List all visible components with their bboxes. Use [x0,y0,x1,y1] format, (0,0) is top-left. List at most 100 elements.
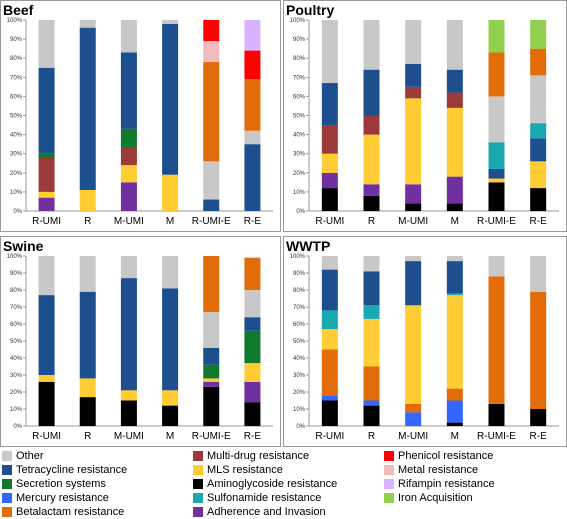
bar-segment [363,195,380,211]
bar-segment [203,312,220,348]
y-tick-label: 50% [293,339,306,345]
bar-segment [530,123,547,139]
y-tick-label: 70% [10,75,23,81]
bar-segment [363,318,380,367]
bar-segment [244,144,261,211]
bar-segment [162,390,179,406]
x-tick-label: R-UMI [32,216,61,227]
bar-segment [162,23,179,175]
bar-segment [405,203,422,211]
bar-segment [203,199,220,211]
bar-segment [530,48,547,76]
bar-segment [244,330,261,364]
y-tick-label: 100% [7,18,23,24]
legend-item: Secretion systems [2,477,106,491]
y-tick-label: 50% [10,339,23,345]
bar-segment [244,317,261,331]
legend-item: Adherence and Invasion [193,505,326,519]
legend-label: Rifampin resistance [398,478,495,490]
legend-swatch [2,493,12,503]
bar-segment [321,269,338,311]
bar-segment [79,397,96,426]
bar-segment [446,107,463,177]
y-tick-label: 90% [10,37,23,43]
legend-item: Aminoglycoside resistance [193,477,337,491]
bar-segment [203,364,220,379]
legend-label: Mercury resistance [16,492,109,504]
bar-segment [321,125,338,154]
y-tick-label: 10% [293,407,306,413]
bar-segment [446,92,463,108]
x-tick-label: M-UMI [398,216,428,227]
legend-item: Tetracycline resistance [2,463,127,477]
bar-segment [405,412,422,426]
bar-segment [488,168,505,179]
legend-label: Iron Acquisition [398,492,473,504]
bar-segment [363,271,380,306]
bar-segment [203,378,220,382]
bar-segment [488,20,505,53]
y-tick-label: 100% [7,254,23,260]
bar-segment [530,75,547,124]
legend-label: Other [16,450,44,462]
y-tick-label: 90% [293,37,306,43]
legend-swatch [193,507,203,517]
bar-segment [363,134,380,185]
bar-segment [405,86,422,99]
legend-swatch [384,465,394,475]
y-tick-label: 90% [293,271,306,277]
bar-segment [446,388,463,401]
bar-segment [38,20,55,68]
y-tick-label: 40% [10,356,23,362]
bar-segment [120,256,137,279]
legend-label: Multi-drug resistance [207,450,310,462]
x-tick-label: R [84,216,91,227]
bar-segment [405,261,422,306]
bar-segment [203,62,220,162]
x-tick-label: R-UMI-E [192,216,231,227]
bar-segment [162,288,179,391]
legend: Other Multi-drug resistance Phenicol resis… [0,447,567,519]
bar-segment [38,256,55,296]
y-tick-label: 30% [10,152,23,158]
bar-segment [120,182,137,211]
y-tick-label: 40% [10,133,23,139]
legend-item: Iron Acquisition [384,491,473,505]
bar-segment [244,20,261,51]
bar-segment [446,400,463,423]
x-tick-label: R-UMI [315,431,344,442]
x-tick-label: M [451,216,459,227]
x-tick-label: R [368,216,375,227]
bar-segment [363,115,380,135]
legend-swatch [2,479,12,489]
bar-segment [38,197,55,211]
y-tick-label: 60% [10,94,23,100]
legend-swatch [384,493,394,503]
panel-title: Beef [3,2,34,18]
bar-segment [244,290,261,318]
legend-swatch [193,493,203,503]
bar-segment [363,184,380,196]
panel-title: WWTP [286,238,330,254]
bar-segment [446,261,463,294]
bar-segment [203,161,220,200]
bar-segment [162,405,179,426]
bar-segment [321,395,338,401]
bar-segment [38,381,55,426]
legend-swatch [384,451,394,461]
legend-label: Secretion systems [16,478,106,490]
bar-segment [446,69,463,93]
y-tick-label: 80% [10,288,23,294]
bar-segment [321,20,338,84]
x-tick-label: M-UMI [398,431,428,442]
legend-swatch [2,451,12,461]
x-tick-label: R [368,431,375,442]
y-tick-label: 0% [296,209,305,215]
x-tick-label: M [166,216,174,227]
bar-segment [203,386,220,426]
bar-segment [530,256,547,292]
y-tick-label: 90% [10,271,23,277]
bar-segment [38,191,55,198]
y-tick-label: 40% [293,356,306,362]
bar-segment [363,400,380,406]
